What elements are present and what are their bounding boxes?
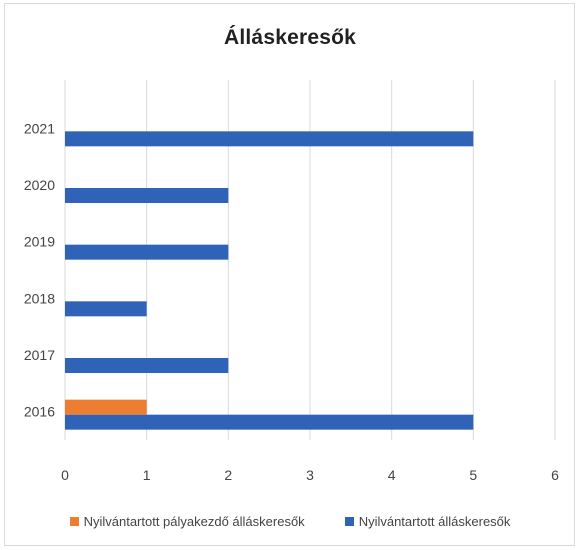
bar-allaskeresok-2020	[65, 188, 229, 203]
legend-label-palyakezdo: Nyilvántartott pályakezdő álláskeresők	[83, 513, 305, 529]
x-tick-label-3: 3	[306, 467, 314, 483]
y-tick-label-2020: 2020	[24, 177, 55, 193]
chart-legend: Nyilvántartott pályakezdő álláskeresők N…	[0, 510, 580, 532]
bar-allaskeresok-2017	[65, 358, 229, 373]
legend-swatch-allaskeresok	[344, 516, 354, 526]
chart-frame	[4, 3, 575, 546]
x-tick-label-5: 5	[469, 467, 477, 483]
bar-allaskeresok-2021	[65, 131, 474, 147]
legend-item-palyakezdo: Nyilvántartott pályakezdő álláskeresők	[69, 513, 305, 529]
y-tick-label-2016: 2016	[24, 404, 55, 420]
x-tick-label-6: 6	[551, 467, 559, 483]
x-tick-label-2: 2	[224, 467, 232, 483]
bar-allaskeresok-2019	[65, 244, 229, 260]
legend-item-allaskeresok: Nyilvántartott álláskeresők	[344, 513, 511, 529]
y-tick-label-2019: 2019	[24, 234, 55, 250]
bar-allaskeresok-2016	[65, 414, 474, 430]
x-tick-label-1: 1	[143, 467, 151, 483]
y-tick-label-2018: 2018	[24, 290, 55, 306]
legend-swatch-palyakezdo	[69, 516, 79, 526]
y-tick-label-2021: 2021	[24, 120, 55, 136]
bar-allaskeresok-2018	[65, 301, 147, 317]
x-tick-label-0: 0	[61, 467, 69, 483]
legend-label-allaskeresok: Nyilvántartott álláskeresők	[358, 513, 511, 529]
y-tick-label-2017: 2017	[24, 347, 55, 363]
x-tick-label-4: 4	[388, 467, 396, 483]
bar-palyakezdo-2016	[65, 399, 147, 415]
chart-title: Álláskeresők	[224, 26, 356, 49]
